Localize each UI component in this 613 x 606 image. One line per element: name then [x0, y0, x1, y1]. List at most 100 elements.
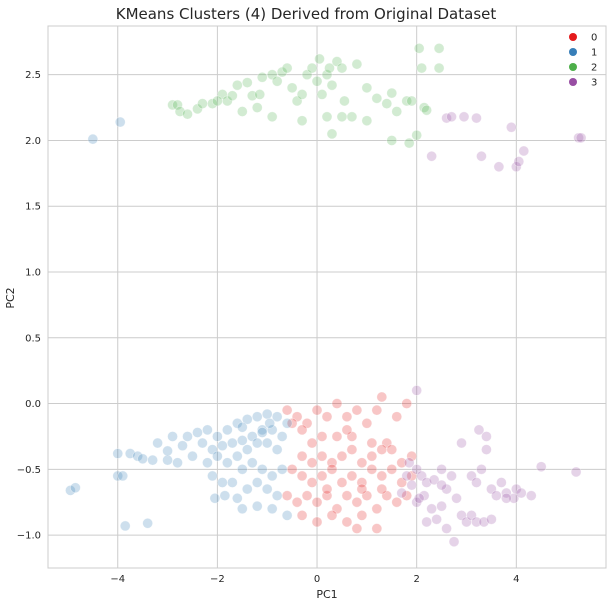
point-cluster-2	[286, 82, 298, 94]
point-cluster-0	[311, 496, 323, 508]
point-cluster-1	[251, 411, 263, 423]
point-cluster-3	[451, 492, 462, 504]
point-cluster-0	[316, 431, 328, 442]
point-cluster-3	[418, 490, 430, 501]
point-cluster-2	[311, 75, 323, 87]
point-cluster-0	[316, 470, 328, 482]
x-tick-label: 0	[314, 574, 320, 585]
point-cluster-0	[311, 516, 323, 528]
legend: 0 1 2 3	[569, 33, 597, 89]
point-cluster-3	[481, 444, 492, 455]
point-cluster-1	[261, 408, 273, 420]
point-cluster-1	[212, 431, 223, 442]
point-cluster-3	[413, 492, 425, 504]
point-cluster-0	[371, 503, 383, 515]
point-cluster-2	[232, 79, 243, 91]
point-cluster-1	[137, 453, 148, 465]
point-cluster-0	[356, 457, 368, 469]
point-cluster-1	[276, 464, 288, 475]
point-cluster-0	[341, 516, 353, 528]
point-cluster-0	[341, 490, 353, 501]
point-cluster-0	[376, 483, 388, 495]
point-cluster-2	[433, 43, 445, 54]
point-cluster-0	[306, 457, 318, 469]
point-cluster-3	[511, 161, 522, 173]
point-cluster-1	[251, 437, 263, 449]
point-cluster-2	[361, 115, 373, 127]
point-cluster-1	[232, 450, 243, 462]
point-cluster-1	[266, 424, 278, 436]
point-cluster-1	[256, 427, 268, 438]
point-cluster-1	[222, 457, 233, 469]
point-cluster-1	[241, 444, 253, 455]
point-cluster-1	[202, 424, 213, 436]
point-cluster-1	[251, 500, 263, 512]
grid-lines	[48, 26, 606, 568]
point-cluster-0	[356, 510, 368, 521]
chart-title: KMeans Clusters (4) Derived from Origina…	[116, 5, 497, 23]
point-cluster-3	[573, 132, 584, 144]
y-tick-label: 2.5	[25, 70, 41, 81]
point-cluster-3	[471, 516, 482, 528]
point-cluster-0	[366, 464, 378, 475]
point-cluster-2	[411, 129, 422, 141]
legend-marker-2	[569, 63, 577, 71]
point-cluster-1	[192, 427, 203, 438]
point-cluster-0	[306, 477, 318, 488]
legend-label-3: 3	[591, 78, 597, 89]
tick-labels: −4 −2 0 2 4 −1.0 −0.5 0.0 0.5 1.0 1.5 2.0 2.5	[17, 70, 520, 585]
point-cluster-0	[326, 510, 338, 521]
legend-label-1: 1	[591, 48, 597, 59]
point-cluster-1	[87, 133, 99, 145]
point-cluster-3	[473, 424, 485, 436]
point-cluster-0	[351, 404, 363, 416]
point-cluster-3	[570, 466, 582, 478]
point-cluster-1	[237, 503, 248, 515]
point-cluster-2	[316, 89, 328, 100]
legend-marker-3	[569, 78, 577, 86]
point-cluster-2	[321, 111, 333, 123]
point-cluster-0	[391, 496, 403, 508]
point-cluster-1	[197, 437, 208, 449]
point-cluster-2	[212, 95, 223, 107]
point-cluster-3	[448, 536, 460, 547]
point-cluster-2	[281, 62, 293, 74]
point-cluster-1	[187, 450, 198, 462]
point-cluster-2	[326, 79, 338, 91]
point-cluster-1	[237, 421, 248, 433]
point-cluster-1	[276, 431, 288, 442]
point-cluster-2	[314, 53, 325, 65]
x-tick-label: −2	[210, 574, 225, 585]
point-cluster-1	[251, 477, 263, 488]
point-cluster-0	[341, 424, 353, 436]
point-cluster-3	[471, 477, 482, 488]
point-cluster-3	[426, 150, 437, 162]
point-cluster-0	[356, 483, 368, 495]
x-tick-label: 2	[413, 574, 419, 585]
point-cluster-0	[281, 404, 293, 416]
point-cluster-3	[428, 474, 440, 486]
point-cluster-3	[496, 477, 507, 488]
y-tick-label: −1.0	[17, 531, 41, 542]
point-cluster-2	[421, 104, 432, 116]
point-cluster-2	[241, 77, 253, 88]
point-cluster-1	[162, 454, 173, 466]
point-cluster-1	[227, 477, 238, 488]
point-cluster-3	[431, 514, 442, 525]
point-cluster-0	[346, 470, 358, 482]
point-cluster-3	[471, 112, 482, 124]
point-cluster-0	[341, 411, 353, 423]
point-cluster-0	[301, 490, 313, 501]
point-cluster-2	[351, 58, 363, 70]
point-cluster-2	[406, 95, 417, 107]
point-cluster-1	[167, 431, 178, 442]
point-cluster-3	[458, 111, 470, 123]
x-tick-label: 4	[513, 574, 519, 585]
point-cluster-1	[281, 510, 293, 521]
point-cluster-3	[491, 490, 502, 501]
point-cluster-3	[426, 503, 437, 515]
point-cluster-2	[336, 111, 348, 123]
point-cluster-3	[525, 490, 537, 501]
point-cluster-0	[311, 404, 323, 416]
point-cluster-0	[366, 437, 378, 449]
